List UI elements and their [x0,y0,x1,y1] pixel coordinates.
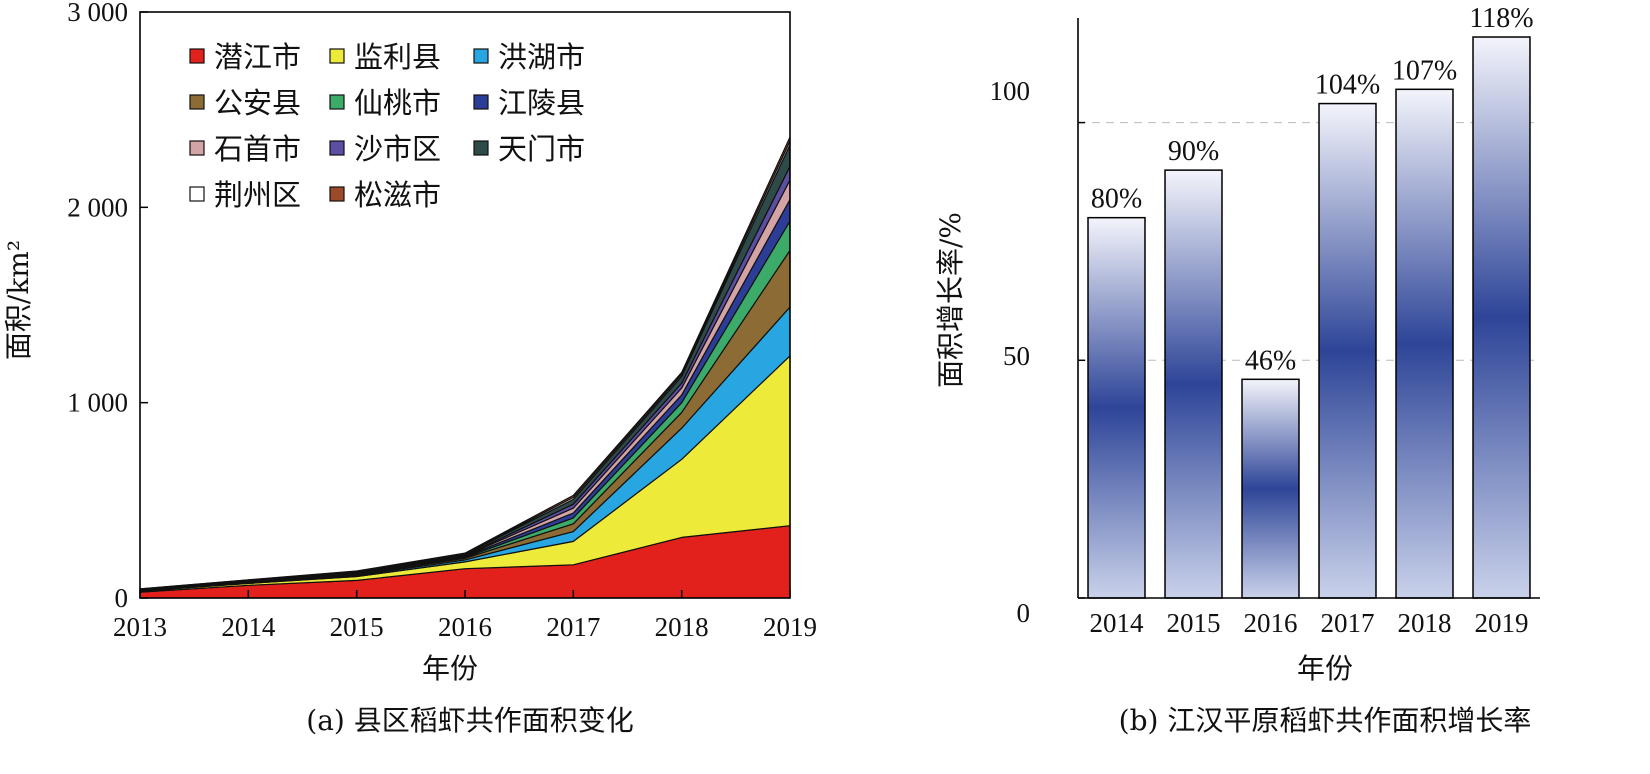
bar-value-label: 118% [1469,3,1533,34]
x-tick-label-a: 2017 [546,612,600,642]
bar-value-label: 90% [1168,136,1219,167]
x-tick-label-b: 2016 [1244,608,1298,638]
legend-label-7: 沙市区 [354,132,441,166]
legend-swatch-4 [329,94,345,110]
legend-swatch-6 [189,140,205,156]
x-axis-ticks-a: 2013 2014 2015 2016 2017 2018 2019 [113,590,817,642]
x-tick-label-b: 2014 [1090,608,1145,638]
x-tick-label-a: 2016 [438,612,492,642]
legend-label-5: 江陵县 [498,86,585,120]
legend-swatch-9 [189,186,205,202]
bar-2019 [1472,36,1531,599]
x-tick-label-a: 2019 [763,612,817,642]
x-tick-label-a: 2018 [655,612,709,642]
x-tick-label-b: 2019 [1475,608,1529,638]
legend-label-2: 洪湖市 [498,40,585,74]
bar-2018 [1395,88,1454,599]
legend-swatch-10 [329,186,345,202]
x-tick-label-b: 2017 [1321,608,1375,638]
bar-2014 [1087,216,1146,599]
x-tick-label-a: 2014 [221,612,276,642]
y-tick-label-a: 2 000 [67,192,128,222]
legend-swatch-1 [329,48,345,64]
y-axis-label-a: 面积/km² [2,240,35,360]
x-axis-label-b: 年份 [1297,652,1353,685]
grid-lines-b [1078,122,1540,361]
x-axis-label-a: 年份 [422,652,478,685]
area-series-10 [140,136,790,590]
y-tick-label-b: 0 [1017,598,1031,628]
area-series-group [140,136,790,598]
y-tick-label-a: 1 000 [67,388,128,418]
legend-label-9: 荆州区 [214,178,301,212]
legend-label-1: 监利县 [354,40,441,74]
y-tick-label-a: 0 [115,583,129,613]
legend-label-3: 公安县 [214,86,301,120]
x-axis-ticks-b: 2014 2015 2016 2017 2018 2019 [1090,608,1529,638]
bar-2016 [1241,378,1300,599]
legend-label-6: 石首市 [214,132,301,166]
bar-value-label: 107% [1392,55,1457,86]
bar-value-label: 80% [1091,184,1142,215]
legend-swatch-8 [473,140,489,156]
y-tick-label-b: 100 [990,76,1031,106]
caption-a: (a) 县区稻虾共作面积变化 [306,704,633,737]
y-axis-ticks-a: 0 1 000 2 000 3 000 [67,0,148,613]
legend-swatch-5 [473,94,489,110]
legend-label-10: 松滋市 [354,178,441,212]
y-tick-label-a: 3 000 [67,0,128,27]
legend-label-8: 天门市 [498,132,585,166]
bar-value-label: 46% [1245,345,1296,376]
legend-swatch-0 [189,48,205,64]
legend-label-0: 潜江市 [214,40,301,74]
y-axis-ticks-b: 0 50 100 [990,76,1085,628]
bar-2017 [1318,102,1377,599]
caption-b: (b) 江汉平原稻虾共作面积增长率 [1119,704,1532,737]
x-tick-label-a: 2015 [330,612,384,642]
x-tick-label-b: 2015 [1167,608,1221,638]
bar-group-b: 80% 90% 46% 104% 107% 118% [1087,3,1534,599]
legend-swatch-2 [473,48,489,64]
x-tick-label-b: 2018 [1398,608,1452,638]
legend-swatch-3 [189,94,205,110]
x-tick-label-a: 2013 [113,612,167,642]
y-tick-label-b: 50 [1003,341,1030,371]
legend-label-4: 仙桃市 [354,86,441,120]
legend-swatch-7 [329,140,345,156]
bar-value-label: 104% [1315,70,1380,101]
y-axis-label-b: 面积增长率/% [934,212,967,388]
bar-2015 [1164,169,1223,599]
